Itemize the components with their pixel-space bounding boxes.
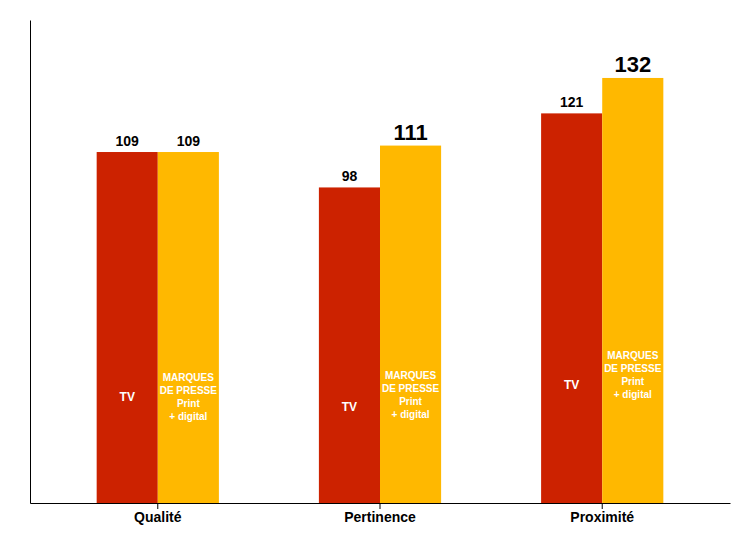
series-name-line: + digital xyxy=(614,389,652,400)
value-label: 98 xyxy=(342,168,358,184)
series-name-line: Print xyxy=(399,396,422,407)
bar xyxy=(97,152,158,503)
x-tick-label: Proximité xyxy=(570,509,634,525)
labels: 109 109 98 111 121 132 TV MARQUES DE PRESSE Print… xyxy=(116,52,662,422)
chart: Qualité Pertinence Proximité 109 109 98 111 121… xyxy=(0,0,750,553)
bar xyxy=(158,152,219,503)
bar xyxy=(541,113,602,503)
bar xyxy=(380,146,441,503)
value-label: 121 xyxy=(560,94,584,110)
y-axis xyxy=(30,21,31,504)
bar xyxy=(319,187,380,503)
series-name-label: MARQUES DE PRESSE Print + digital xyxy=(604,350,662,400)
series-name-label: MARQUES DE PRESSE Print + digital xyxy=(382,370,440,420)
value-label: 109 xyxy=(116,133,140,149)
series-name-line: + digital xyxy=(169,411,207,422)
series-name-line: MARQUES xyxy=(385,370,436,381)
series-name-line: TV xyxy=(564,378,579,392)
value-label: 132 xyxy=(614,52,651,77)
series-name-line: DE PRESSE xyxy=(604,363,662,374)
value-label: 111 xyxy=(393,120,427,145)
series-name-line: MARQUES xyxy=(163,372,214,383)
bar xyxy=(602,78,663,503)
series-name-label: MARQUES DE PRESSE Print + digital xyxy=(160,372,218,422)
value-label: 109 xyxy=(177,133,201,149)
y-axis-line xyxy=(30,21,31,504)
series-name-line: Print xyxy=(621,376,644,387)
plot: Qualité Pertinence Proximité 109 109 98 111 121… xyxy=(31,21,731,525)
series-name-label: TV xyxy=(564,378,579,392)
x-tick-label: Qualité xyxy=(134,509,182,525)
x-tick-label: Pertinence xyxy=(344,509,416,525)
series-name-line: MARQUES xyxy=(607,350,658,361)
series-name-line: TV xyxy=(342,401,357,415)
series-name-label: TV xyxy=(342,401,357,415)
series-name-line: DE PRESSE xyxy=(382,383,440,394)
x-tick: Proximité xyxy=(570,503,634,525)
bars xyxy=(97,78,664,503)
series-name-line: + digital xyxy=(392,409,430,420)
series-name-line: DE PRESSE xyxy=(160,385,218,396)
series-name-label: TV xyxy=(120,390,135,404)
x-tick: Qualité xyxy=(134,503,182,525)
x-tick: Pertinence xyxy=(344,503,416,525)
x-axis: Qualité Pertinence Proximité xyxy=(31,503,731,525)
series-name-line: Print xyxy=(177,398,200,409)
series-name-line: TV xyxy=(120,390,135,404)
